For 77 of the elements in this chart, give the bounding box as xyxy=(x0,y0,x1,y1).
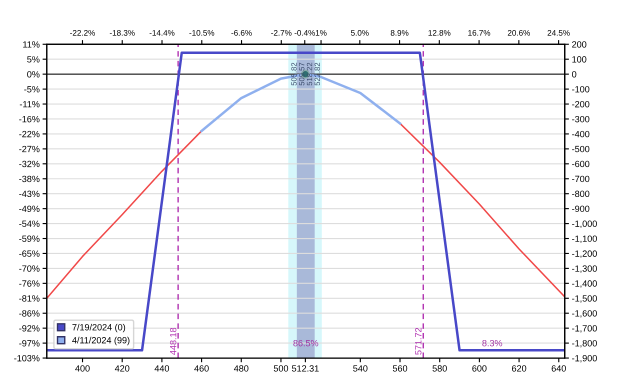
x2-tick-label: 12.8% xyxy=(428,30,450,36)
y2-tick-label: -1,700 xyxy=(572,325,597,333)
y-tick-label: 5% xyxy=(27,56,40,63)
x-tick-label: 580 xyxy=(432,365,447,372)
y2-tick-label: -100 xyxy=(572,86,590,92)
annotation: 8.3% xyxy=(482,340,502,346)
y2-tick-label: -1,300 xyxy=(572,265,597,273)
x2-tick-label: -2.7% xyxy=(271,30,292,36)
y2-tick-label: 0 xyxy=(572,71,576,78)
x-tick-label: 460 xyxy=(194,365,209,372)
y2-tick-label: -900 xyxy=(572,206,590,212)
y2-tick-label: -1,500 xyxy=(572,295,597,303)
x-tick-label: 480 xyxy=(234,365,248,372)
y2-tick-label: -200 xyxy=(572,101,590,108)
y-tick-label: -22% xyxy=(19,130,40,138)
y-tick-label: -76% xyxy=(19,280,40,287)
y2-tick-label: -800 xyxy=(572,190,590,198)
y-tick-label: -70% xyxy=(19,265,40,272)
y-tick-label: -92% xyxy=(19,325,40,332)
x-tick-label: 512.31 xyxy=(292,365,319,372)
y-tick-label: -32% xyxy=(19,160,40,168)
y2-tick-label: -1,000 xyxy=(572,220,597,228)
y-tick-label: 11% xyxy=(23,41,40,48)
x2-tick-label: -10.5% xyxy=(189,30,214,36)
ref-line-label: 571.72 xyxy=(415,328,422,355)
y-tick-label: -27% xyxy=(19,146,40,152)
y-tick-label: -86% xyxy=(19,310,40,317)
x-tick-label: 600 xyxy=(472,365,487,372)
x2-tick-label: 16.7% xyxy=(468,30,490,36)
x-tick-label: 400 xyxy=(75,365,90,372)
x2-tick-label: 1% xyxy=(316,30,327,36)
x-tick-label: 420 xyxy=(114,365,130,372)
y2-tick-label: -400 xyxy=(572,130,590,138)
y-tick-label: -103% xyxy=(14,355,40,362)
y-tick-label: -38% xyxy=(19,176,40,182)
y-tick-label: -54% xyxy=(19,220,40,227)
x2-tick-label: 5.0% xyxy=(350,30,369,36)
y2-tick-label: -1,900 xyxy=(572,355,597,362)
x2-tick-label: -14.4% xyxy=(150,30,174,36)
y-tick-label: -49% xyxy=(19,206,40,212)
x2-tick-label: -0.4% xyxy=(294,30,315,36)
y-tick-label: -11% xyxy=(20,101,40,108)
y2-tick-label: 100 xyxy=(572,56,586,63)
x-tick-label: 500 xyxy=(274,365,288,372)
x-tick-label: 640 xyxy=(552,365,566,372)
x2-tick-label: 24.5% xyxy=(548,30,570,36)
y2-tick-label: -1,100 xyxy=(572,235,597,243)
y-tick-label: -59% xyxy=(19,235,40,242)
annotation: 86.5% xyxy=(293,340,318,346)
y-tick-label: -65% xyxy=(19,250,40,257)
y2-tick-label: -1,200 xyxy=(572,250,597,258)
y-tick-label: -16% xyxy=(19,116,40,122)
y2-tick-label: -500 xyxy=(572,146,590,152)
legend-label: 7/19/2024 (0) xyxy=(72,324,126,332)
y2-tick-label: 200 xyxy=(572,41,586,48)
y2-tick-label: -1,800 xyxy=(572,340,597,348)
x2-tick-label: 20.6% xyxy=(508,30,530,36)
x2-tick-label: -22.2% xyxy=(70,30,95,36)
x2-tick-label: -6.6% xyxy=(231,30,252,36)
y2-tick-label: -600 xyxy=(572,160,590,168)
y2-tick-label: -700 xyxy=(572,176,590,182)
y2-tick-label: -300 xyxy=(572,116,590,122)
x2-tick-label: 8.9% xyxy=(390,30,408,36)
y-tick-label: 0% xyxy=(27,71,40,78)
y-tick-label: -43% xyxy=(19,190,40,198)
x-tick-label: 540 xyxy=(353,365,368,372)
x-tick-label: 620 xyxy=(512,365,526,372)
y2-tick-label: -1,600 xyxy=(572,310,597,318)
ref-line-label: 448.18 xyxy=(170,328,176,355)
legend-label: 4/11/2024 (99) xyxy=(72,336,130,346)
x-tick-label: 440 xyxy=(154,365,170,372)
x-tick-label: 560 xyxy=(392,365,408,372)
y-tick-label: -81% xyxy=(19,295,40,302)
x2-tick-label: -18.3% xyxy=(110,30,135,36)
y-tick-label: -97% xyxy=(19,340,40,346)
y-tick-label: -5% xyxy=(24,86,40,92)
y2-tick-label: -1,400 xyxy=(572,280,597,288)
